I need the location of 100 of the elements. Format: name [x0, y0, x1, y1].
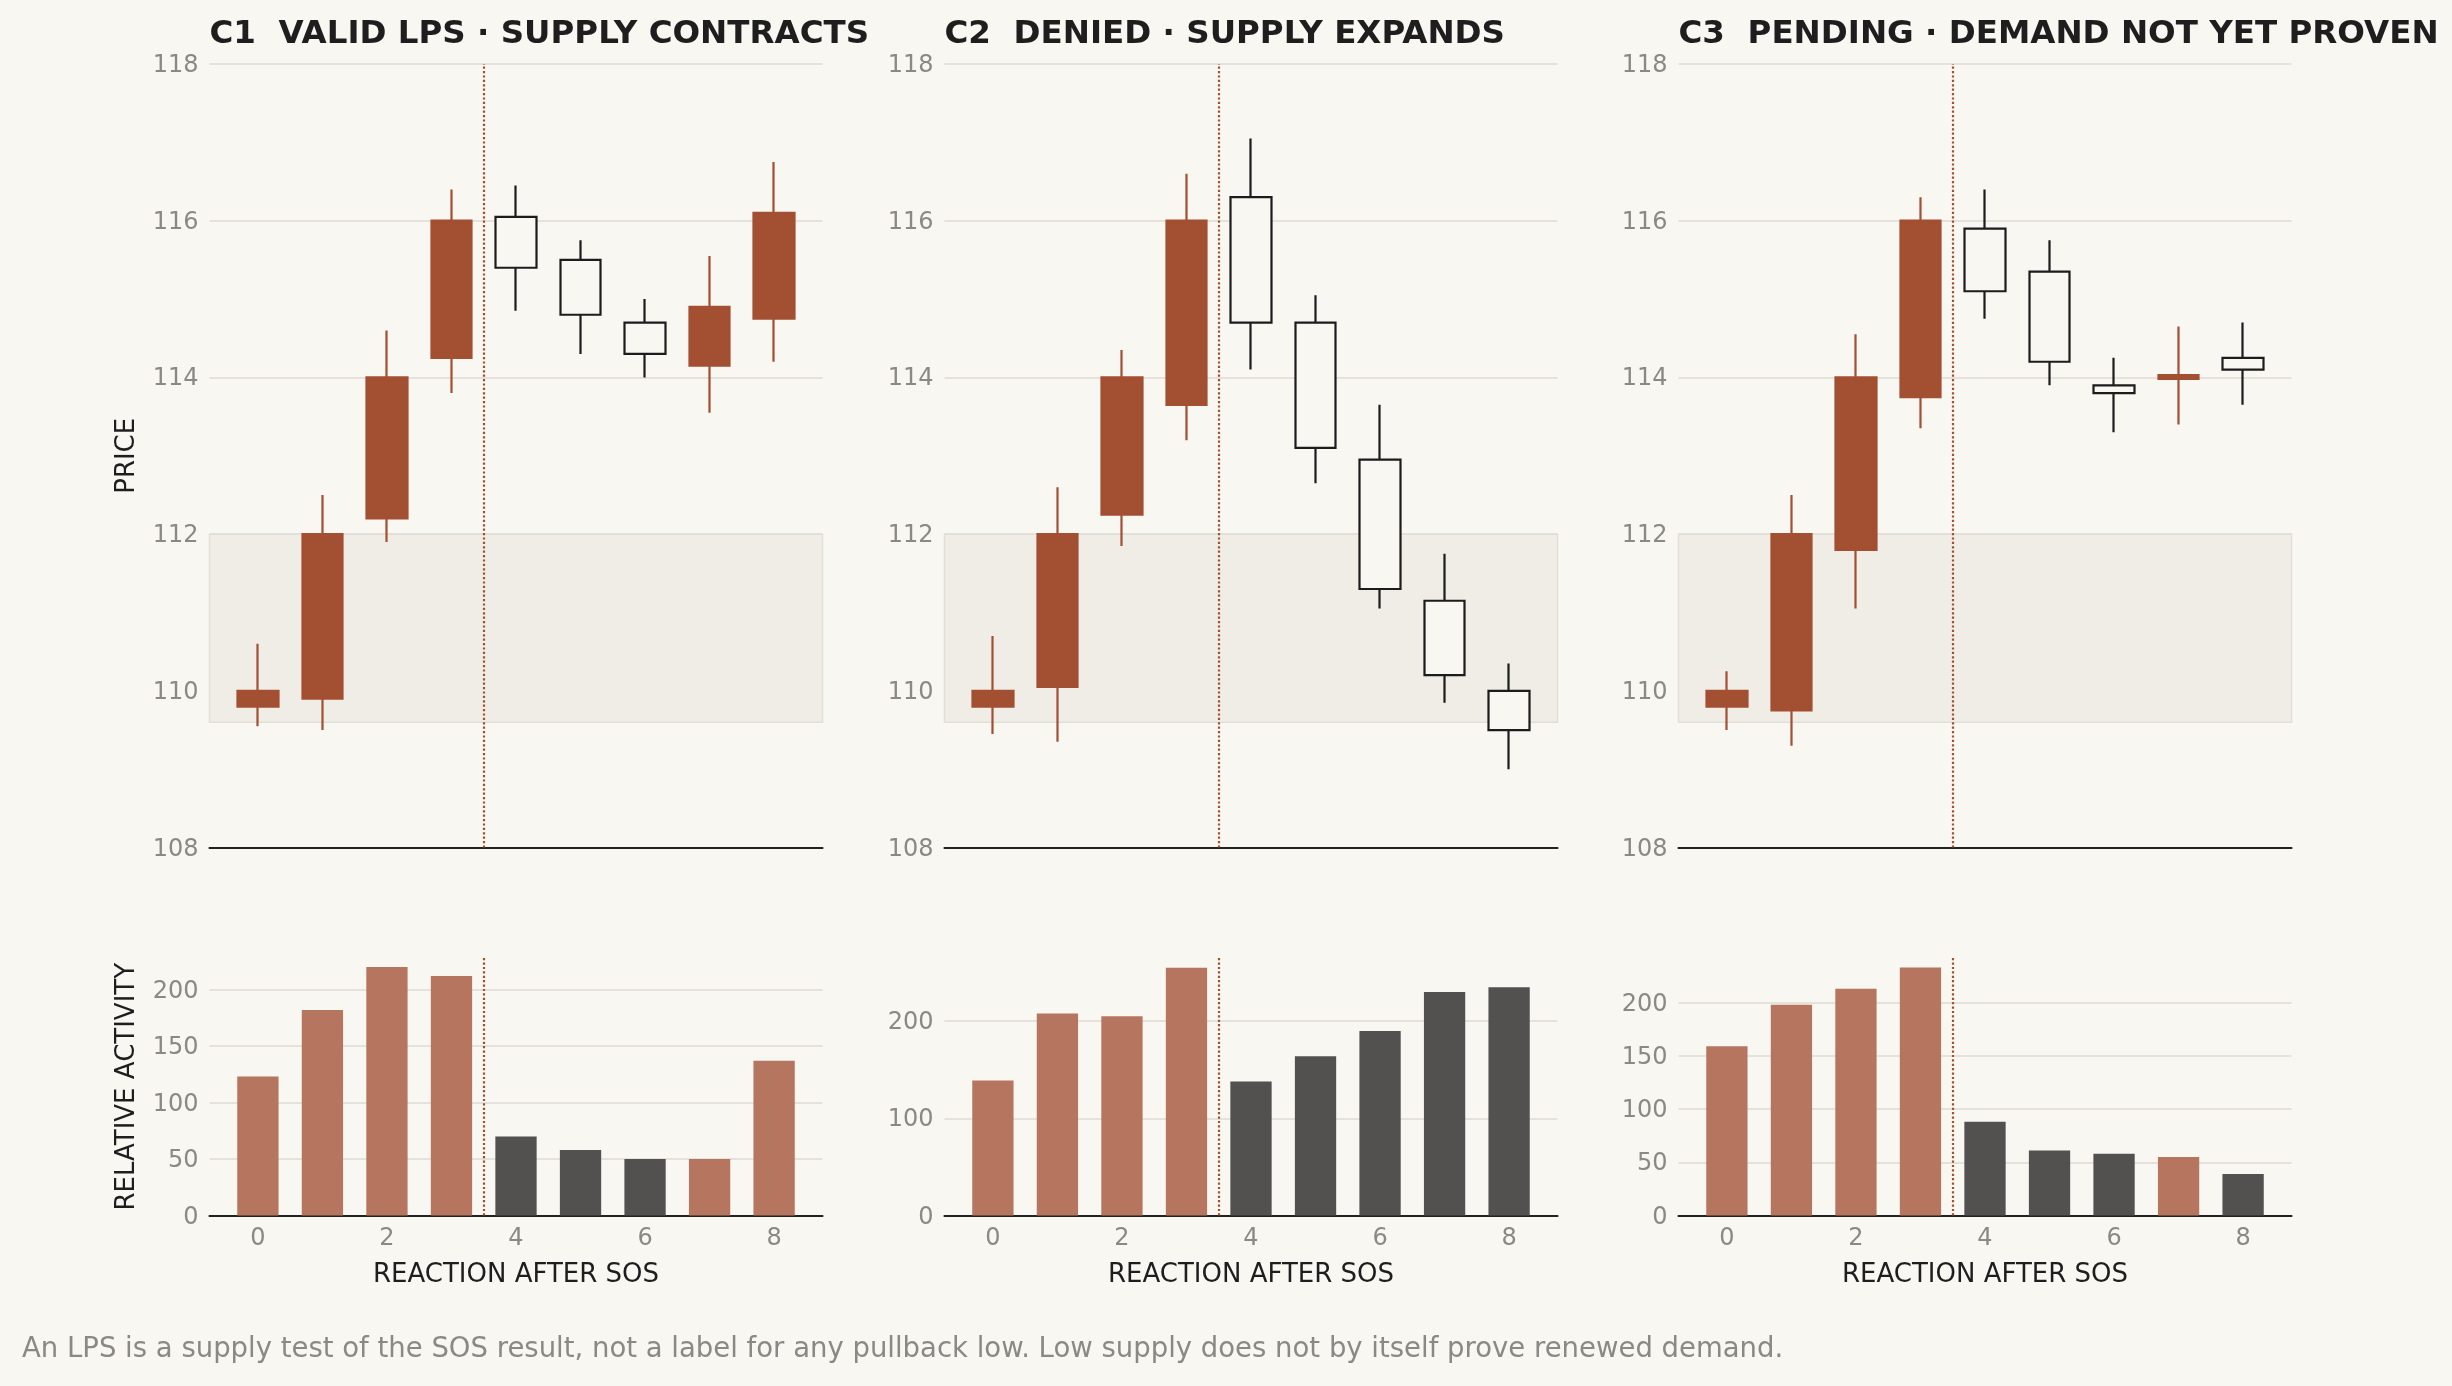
- bar: [624, 1159, 666, 1216]
- bar: [366, 967, 408, 1216]
- x-tick-label: 6: [2106, 1222, 2122, 1251]
- bar: [1487, 987, 1530, 1216]
- y-tick-label: 100: [1621, 1095, 1668, 1124]
- bar: [237, 1076, 279, 1216]
- y-tick-label: 50: [1636, 1148, 1668, 1177]
- y-tick-label: 116: [1621, 206, 1668, 235]
- candlestick: [1770, 493, 1813, 747]
- x-axis-title: REACTION AFTER SOS: [1107, 1257, 1394, 1288]
- candlestick: [1035, 486, 1079, 743]
- candlestick: [1705, 670, 1749, 732]
- x-tick-label: 6: [637, 1222, 653, 1251]
- bar: [1423, 992, 1465, 1216]
- bar: [1294, 1056, 1336, 1216]
- candlestick: [752, 160, 796, 363]
- bar: [1835, 988, 1877, 1216]
- y-tick-label: 114: [152, 363, 199, 392]
- bar: [1964, 1121, 2006, 1216]
- y-tick-label: 110: [152, 676, 199, 705]
- candlestick: [430, 188, 473, 395]
- candlestick: [301, 493, 344, 732]
- y-tick-label: 100: [152, 1088, 199, 1117]
- y-tick-label: 108: [887, 833, 933, 862]
- y-tick-label: 118: [887, 50, 933, 78]
- bar: [688, 1159, 731, 1216]
- chart-title: C3 PENDING · DEMAND NOT YET PROVEN: [1678, 12, 2439, 51]
- x-tick-label: 4: [1977, 1222, 1993, 1251]
- candlestick: [1293, 294, 1337, 485]
- bar: [495, 1136, 537, 1216]
- y-tick-label: 108: [1621, 833, 1668, 862]
- x-tick-label: 8: [766, 1222, 782, 1251]
- bar: [2157, 1156, 2200, 1216]
- candlestick: [1422, 552, 1466, 704]
- text: An LPS is a supply test of the SOS result, not a label for any pullback low. Low supply does not by itself prove renewed demand.: [22, 1330, 1784, 1364]
- candlestick: [2221, 321, 2265, 406]
- x-tick-label: 0: [250, 1222, 266, 1251]
- bar: [1229, 1081, 1272, 1216]
- y-tick-label: 200: [1621, 988, 1668, 1017]
- y-tick-label: 116: [887, 206, 933, 235]
- candlestick: [1164, 172, 1208, 442]
- chart-title: C1 VALID LPS · SUPPLY CONTRACTS: [209, 12, 870, 51]
- y-tick-label: 150: [1621, 1041, 1668, 1070]
- x-tick-label: 8: [2235, 1222, 2251, 1251]
- x-axis-title: REACTION AFTER SOS: [372, 1257, 660, 1288]
- y-tick-label: 114: [1621, 363, 1668, 392]
- candlestick: [1228, 137, 1273, 371]
- y-tick-label: 112: [1621, 520, 1668, 549]
- x-tick-label: 2: [379, 1222, 395, 1251]
- bar: [1036, 1013, 1078, 1216]
- candlestick: [494, 184, 538, 312]
- y-tick-label: 114: [887, 363, 933, 392]
- chart-title: C2 DENIED · SUPPLY EXPANDS: [944, 12, 1505, 51]
- candlestick: [236, 642, 280, 728]
- candlestick: [1099, 348, 1144, 548]
- candlestick: [2157, 325, 2200, 426]
- bar: [1165, 967, 1207, 1216]
- bar: [1358, 1030, 1401, 1216]
- y-tick-label: 110: [887, 676, 933, 705]
- x-tick-label: 6: [1371, 1222, 1388, 1251]
- y-tick-label: 112: [887, 520, 933, 549]
- bar: [430, 976, 473, 1216]
- bar: [753, 1060, 795, 1216]
- x-axis-title: REACTION AFTER SOS: [1841, 1257, 2129, 1288]
- x-tick-label: 2: [1113, 1222, 1130, 1251]
- y-tick-label: 118: [1621, 50, 1668, 78]
- y-tick-label: 100: [887, 1104, 933, 1133]
- x-tick-label: 0: [1719, 1222, 1735, 1251]
- bar: [2222, 1174, 2264, 1216]
- candlestick: [970, 634, 1015, 736]
- x-tick-label: 4: [1242, 1222, 1259, 1251]
- x-tick-label: 0: [984, 1222, 1001, 1251]
- candlestick: [365, 329, 409, 544]
- x-tick-label: 2: [1848, 1222, 1864, 1251]
- x-tick-label: 4: [508, 1222, 524, 1251]
- y-tick-label: 0: [917, 1201, 933, 1230]
- candlestick: [1899, 196, 1942, 430]
- y-axis-title: PRICE: [109, 417, 140, 494]
- candlestick: [559, 239, 602, 356]
- bar: [971, 1080, 1014, 1216]
- y-axis-title: RELATIVE ACTIVITY: [109, 962, 140, 1211]
- bar: [2028, 1150, 2071, 1216]
- y-tick-label: 150: [152, 1032, 199, 1061]
- candlestick: [1963, 188, 2007, 320]
- y-tick-label: 118: [152, 50, 199, 78]
- y-tick-label: 0: [1652, 1201, 1668, 1230]
- x-tick-label: 8: [1500, 1222, 1517, 1251]
- candlestick: [688, 254, 731, 414]
- bar: [2093, 1153, 2135, 1216]
- y-tick-label: 200: [152, 975, 199, 1004]
- bar: [559, 1150, 602, 1216]
- y-tick-label: 112: [152, 520, 199, 549]
- candlestick: [2028, 239, 2071, 387]
- bar: [1706, 1046, 1748, 1216]
- y-tick-label: 200: [887, 1007, 933, 1036]
- candlestick: [1834, 333, 1878, 610]
- bar: [1770, 1004, 1813, 1216]
- bar: [1100, 1016, 1143, 1216]
- y-tick-label: 110: [1621, 676, 1668, 705]
- y-tick-label: 116: [152, 206, 199, 235]
